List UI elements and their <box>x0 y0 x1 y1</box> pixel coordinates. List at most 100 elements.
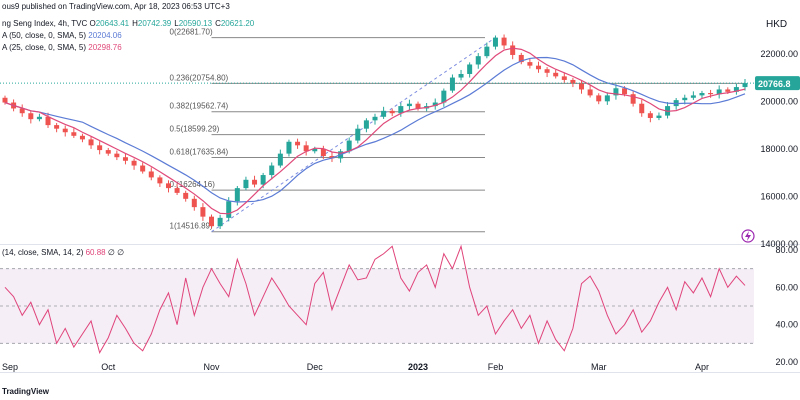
candle <box>510 41 516 60</box>
ma25-label: A (25, close, 0, SMA, 5) <box>2 43 87 52</box>
ma25-legend[interactable]: A (25, close, 0, SMA, 5) 20298.76 <box>2 43 122 52</box>
candle-body <box>518 54 524 63</box>
symbol-legend[interactable]: ng Seng Index, 4h, TVC O20643.41 H20742.3… <box>2 19 257 28</box>
candle <box>389 108 395 117</box>
candle-body <box>45 116 51 126</box>
price-axis-tick: 18000.00 <box>760 144 798 154</box>
candle-body <box>174 188 180 193</box>
candle <box>88 136 94 149</box>
candle <box>579 80 585 94</box>
candle-body <box>415 103 421 109</box>
fib-level-label: 0.618(17635.84) <box>170 148 229 157</box>
candle <box>449 74 455 93</box>
candle <box>303 141 309 156</box>
candle-body <box>733 87 739 92</box>
candle-body <box>432 102 438 107</box>
published-info: ous9 published on TradingView.com, Apr 1… <box>2 2 230 11</box>
candle-body <box>372 116 378 121</box>
candle-body <box>217 217 223 227</box>
candle <box>742 79 748 91</box>
candle <box>269 162 275 180</box>
candle <box>329 151 335 162</box>
candle-body <box>492 37 498 47</box>
ma50-label: A (50, close, 0, SMA, 5) <box>2 31 87 40</box>
candle-body <box>183 192 189 199</box>
rsi-label: (14, close, SMA, 14, 2) <box>2 248 84 257</box>
candle <box>656 112 662 121</box>
candle-body <box>36 116 42 120</box>
candle <box>501 34 507 50</box>
candle <box>639 99 645 117</box>
candle <box>295 138 301 149</box>
candle <box>527 59 533 69</box>
candle <box>165 180 171 193</box>
candle-body <box>114 153 120 158</box>
rsi-legend[interactable]: (14, close, SMA, 14, 2) 60.88 ∅ ∅ <box>2 248 124 257</box>
candle-body <box>587 89 593 96</box>
candle-body <box>131 160 137 166</box>
candle <box>243 176 249 191</box>
candle <box>647 111 653 123</box>
ma50-legend[interactable]: A (50, close, 0, SMA, 5) 20204.06 <box>2 31 122 40</box>
candle <box>613 84 619 100</box>
time-axis-tick: Dec <box>307 362 324 372</box>
candle <box>148 167 154 181</box>
candle <box>398 102 404 117</box>
candle-body <box>122 157 128 161</box>
rsi-axis-tick: 20.00 <box>775 357 798 367</box>
candle-body <box>88 139 94 146</box>
candle <box>630 91 636 107</box>
candle <box>183 190 189 202</box>
candle <box>441 88 447 107</box>
candle-body <box>553 72 559 77</box>
candle-body <box>346 140 352 152</box>
candle <box>19 104 25 117</box>
candle-body <box>209 216 215 227</box>
candle-body <box>708 93 714 95</box>
candle <box>62 125 68 137</box>
candle-body <box>226 201 232 218</box>
candle <box>561 72 567 83</box>
rsi-value: 60.88 <box>85 248 106 257</box>
tradingview-logo: TradingView <box>2 387 49 396</box>
candle-body <box>62 128 68 133</box>
candle-body <box>630 94 636 104</box>
lightning-icon <box>741 229 755 243</box>
candle <box>131 158 137 170</box>
candle-body <box>501 37 507 46</box>
candle-body <box>398 106 404 114</box>
candle <box>570 77 576 88</box>
candle-body <box>312 148 318 152</box>
candle <box>475 53 481 69</box>
rsi-axis-tick: 80.00 <box>775 245 798 255</box>
rsi-axis-tick: 60.00 <box>775 282 798 292</box>
candle <box>363 118 369 133</box>
candle-body <box>260 175 266 185</box>
candle <box>217 214 223 230</box>
candle-body <box>475 56 481 65</box>
candle <box>45 112 51 128</box>
ohlc-h: H20742.39 <box>132 19 172 28</box>
candle-body <box>105 150 111 154</box>
candle <box>36 113 42 122</box>
fib-level-label: 0.382(19562.74) <box>170 102 229 111</box>
candle <box>372 113 378 125</box>
candle <box>174 184 180 196</box>
time-axis-tick: Mar <box>591 362 607 372</box>
candle-body <box>97 145 103 151</box>
candle <box>209 214 215 229</box>
candle <box>79 133 85 143</box>
candle <box>277 149 283 168</box>
candle <box>157 175 163 187</box>
candle <box>467 62 473 78</box>
candle <box>381 106 387 119</box>
candle <box>432 98 438 110</box>
candle <box>492 35 498 50</box>
candle <box>320 145 326 159</box>
ma50-line <box>4 56 746 203</box>
ohlc-o: O20643.41 <box>89 19 130 28</box>
ma25-line <box>4 47 746 215</box>
candle-body <box>286 141 292 154</box>
time-axis-tick: Feb <box>488 362 504 372</box>
